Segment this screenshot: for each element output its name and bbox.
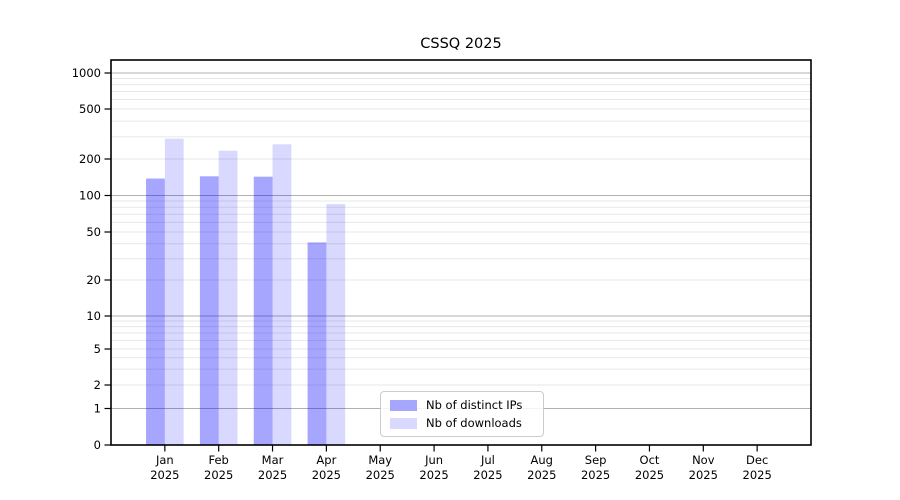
bar-distinct-ips-jan bbox=[146, 178, 165, 445]
x-tick-label-year-jul: 2025 bbox=[473, 468, 502, 482]
x-tick-label-year-nov: 2025 bbox=[689, 468, 718, 482]
legend-item-downloads: Nb of downloads bbox=[390, 415, 534, 431]
x-tick-label-month-jul: Jul bbox=[480, 453, 495, 467]
x-tick-label-year-may: 2025 bbox=[366, 468, 395, 482]
x-tick-label-year-mar: 2025 bbox=[258, 468, 287, 482]
y-tick-label-50: 50 bbox=[86, 225, 101, 239]
x-tick-label-month-may: May bbox=[368, 453, 392, 467]
x-tick-label-year-dec: 2025 bbox=[743, 468, 772, 482]
x-tick-label-year-apr: 2025 bbox=[312, 468, 341, 482]
bar-downloads-feb bbox=[218, 150, 238, 446]
legend-swatch-downloads-icon bbox=[390, 417, 417, 429]
x-tick-label-month-dec: Dec bbox=[746, 453, 768, 467]
x-tick-label-month-jan: Jan bbox=[155, 453, 174, 467]
legend-item-distinct-ips: Nb of distinct IPs bbox=[390, 397, 534, 413]
bar-downloads-jan bbox=[164, 138, 184, 445]
x-tick-label-month-aug: Aug bbox=[531, 453, 553, 467]
bar-distinct-ips-feb bbox=[199, 176, 219, 445]
y-tick-label-20: 20 bbox=[86, 273, 101, 287]
legend-label-distinct-ips: Nb of distinct IPs bbox=[426, 398, 523, 412]
x-tick-label-month-sep: Sep bbox=[585, 453, 607, 467]
x-tick-label-month-nov: Nov bbox=[692, 453, 715, 467]
y-tick-label-200: 200 bbox=[79, 152, 101, 166]
legend-swatch-distinct-ips-icon bbox=[390, 399, 417, 411]
bar-downloads-apr bbox=[326, 204, 346, 445]
y-tick-label-500: 500 bbox=[79, 102, 101, 116]
bar-distinct-ips-mar bbox=[253, 176, 273, 445]
legend-label-downloads: Nb of downloads bbox=[426, 416, 522, 430]
legend: Nb of distinct IPs Nb of downloads bbox=[380, 391, 544, 437]
x-tick-label-month-oct: Oct bbox=[640, 453, 660, 467]
y-tick-label-100: 100 bbox=[79, 189, 101, 203]
x-tick-label-year-jan: 2025 bbox=[150, 468, 179, 482]
y-tick-label-1: 1 bbox=[94, 402, 101, 416]
x-tick-label-year-oct: 2025 bbox=[635, 468, 664, 482]
bar-downloads-mar bbox=[272, 144, 292, 445]
x-tick-label-month-feb: Feb bbox=[209, 453, 229, 467]
y-tick-label-5: 5 bbox=[94, 342, 101, 356]
x-tick-label-year-sep: 2025 bbox=[581, 468, 610, 482]
y-tick-label-10: 10 bbox=[86, 309, 101, 323]
bar-distinct-ips-apr bbox=[307, 242, 327, 445]
y-tick-label-0: 0 bbox=[94, 438, 101, 452]
chart-title: CSSQ 2025 bbox=[420, 36, 502, 52]
x-tick-label-year-feb: 2025 bbox=[204, 468, 233, 482]
y-tick-label-2: 2 bbox=[94, 378, 101, 392]
x-tick-label-year-jun: 2025 bbox=[419, 468, 448, 482]
x-tick-label-year-aug: 2025 bbox=[527, 468, 556, 482]
plot-frame bbox=[110, 59, 812, 446]
x-tick-label-month-mar: Mar bbox=[262, 453, 284, 467]
x-tick-label-month-jun: Jun bbox=[424, 453, 443, 467]
y-tick-label-1000: 1000 bbox=[72, 66, 101, 80]
x-tick-label-month-apr: Apr bbox=[316, 453, 336, 467]
